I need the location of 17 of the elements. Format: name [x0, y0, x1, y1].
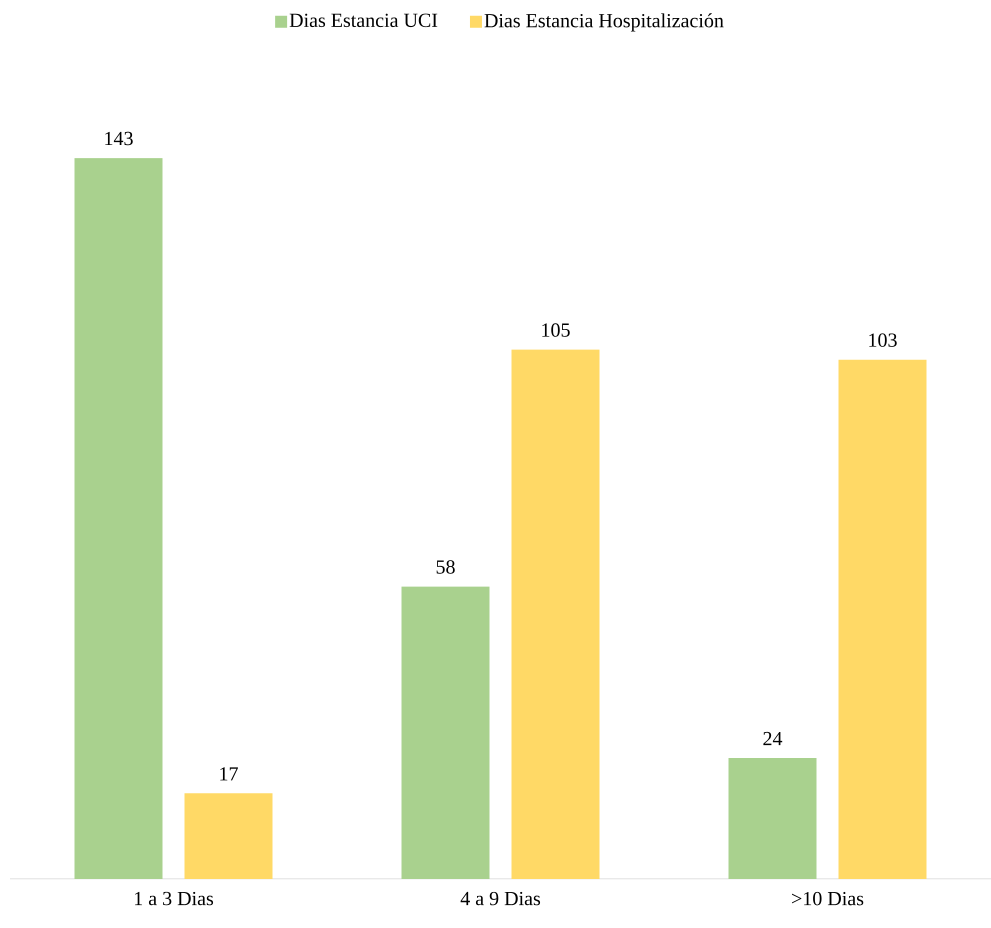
data-label: 58 — [436, 560, 455, 574]
legend-label: Dias Estancia Hospitalización — [484, 13, 724, 32]
bar — [74, 158, 163, 879]
x-tick-label: 1 a 3 Dias — [134, 892, 214, 906]
bar — [512, 350, 600, 879]
x-tick-label: >10 Dias — [792, 892, 864, 906]
data-label: 17 — [220, 767, 238, 780]
bar — [402, 586, 490, 879]
x-tick-label: 4 a 9 Dias — [460, 892, 540, 906]
legend-label: Dias Estancia UCI — [290, 14, 438, 28]
data-label: 105 — [542, 323, 570, 337]
data-label: 103 — [869, 333, 897, 347]
data-label: 24 — [763, 732, 782, 746]
bar — [728, 758, 816, 879]
data-label: 143 — [105, 132, 133, 146]
bar — [184, 793, 273, 879]
bar — [838, 360, 926, 879]
